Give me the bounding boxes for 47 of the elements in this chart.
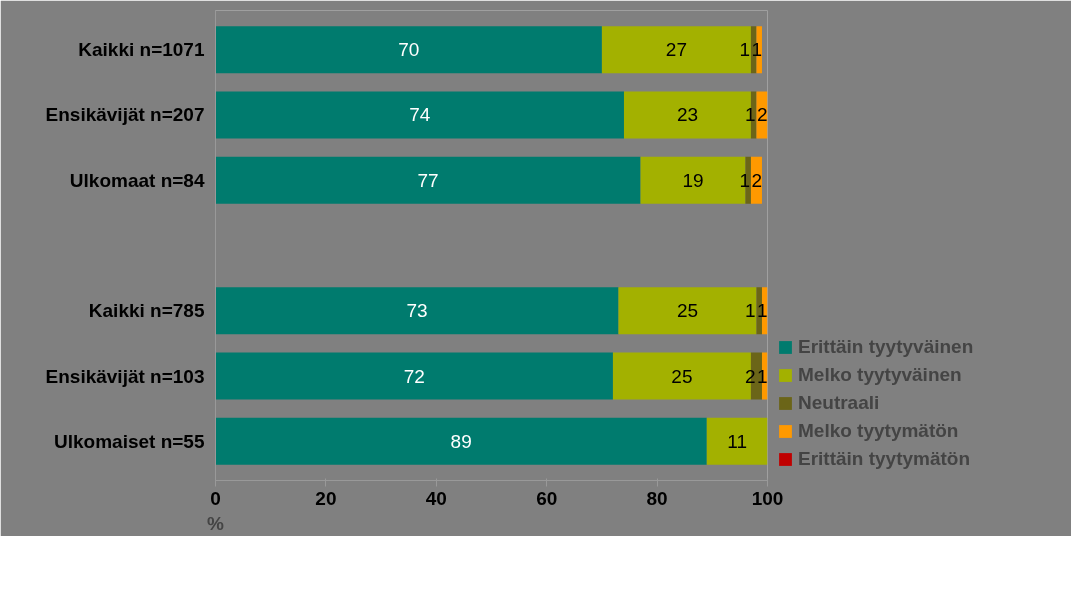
data-label: 74 — [409, 104, 431, 126]
data-label: 25 — [671, 365, 693, 387]
data-label: 27 — [665, 39, 687, 61]
legend-label: Erittäin tyytyväinen — [798, 336, 974, 358]
bar — [706, 417, 768, 465]
x-tick-label: 100 — [751, 487, 784, 509]
data-label: 2 — [744, 365, 756, 387]
legend-label: Melko tyytyväinen — [798, 364, 962, 386]
bar — [215, 352, 613, 400]
bar — [215, 156, 641, 204]
data-label: 1 — [739, 39, 750, 61]
bar — [601, 26, 751, 74]
x-tick-label: 60 — [536, 487, 558, 509]
y-tick-label: Kaikki n=1071 — [78, 39, 205, 61]
x-tick-label: 80 — [646, 487, 668, 509]
data-label: 89 — [450, 430, 472, 452]
data-label: 1 — [751, 39, 762, 61]
data-label: 77 — [417, 169, 439, 191]
y-tick-label: Ulkomaat n=84 — [69, 169, 205, 191]
x-tick-label: 40 — [425, 487, 447, 509]
bar — [215, 287, 619, 335]
data-label: 19 — [682, 169, 704, 191]
y-tick-label: Ensikävijät n=207 — [45, 104, 205, 126]
y-tick-label: Ensikävijät n=103 — [45, 365, 205, 387]
data-label: 25 — [676, 300, 699, 322]
bar — [618, 287, 757, 335]
data-label: 1 — [744, 104, 756, 126]
y-tick-label: Kaikki n=785 — [88, 300, 205, 322]
data-label: 72 — [403, 365, 425, 387]
data-label: 70 — [398, 39, 420, 61]
data-label: 2 — [756, 104, 768, 126]
legend-label: Erittäin tyytymätön — [798, 448, 971, 470]
legend-label: Neutraali — [798, 392, 880, 414]
data-label: 11 — [727, 430, 748, 452]
y-tick-label: Ulkomaiset n=55 — [54, 430, 205, 452]
x-axis-title: % — [207, 512, 225, 534]
bar — [215, 91, 624, 139]
bar — [215, 26, 602, 74]
data-label: 1 — [739, 169, 750, 191]
data-label: 73 — [406, 300, 428, 322]
legend-label: Melko tyytymätön — [798, 420, 959, 442]
data-label: 1 — [744, 300, 756, 322]
data-label: 2 — [751, 169, 762, 191]
x-tick-label: 0 — [210, 487, 221, 509]
data-label: 23 — [676, 104, 699, 126]
bar — [215, 417, 707, 465]
x-tick-label: 20 — [315, 487, 337, 509]
